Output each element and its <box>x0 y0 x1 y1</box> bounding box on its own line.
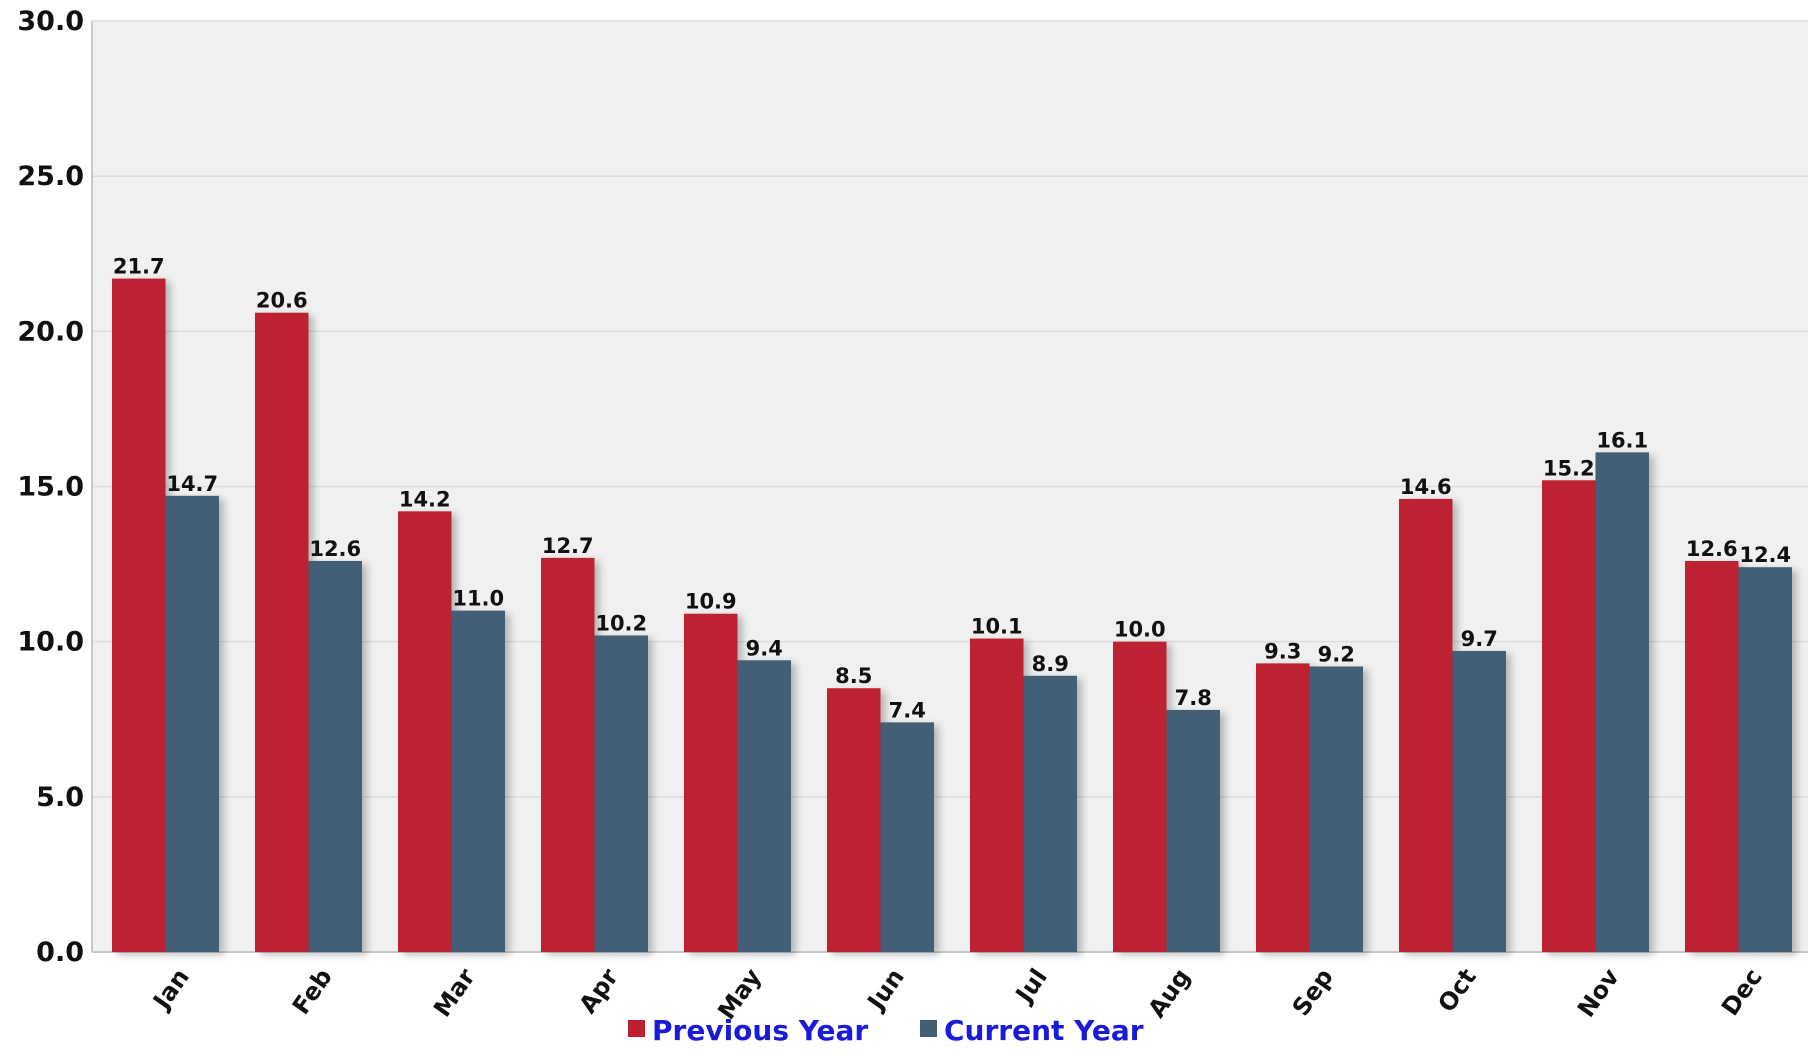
bar-current-year-mar <box>451 610 505 952</box>
data-label: 9.2 <box>1318 642 1355 666</box>
data-label: 14.2 <box>399 487 451 511</box>
data-label: 11.0 <box>452 587 504 611</box>
bar-previous-year-dec <box>1685 560 1739 952</box>
y-tick-label: 25.0 <box>17 161 84 192</box>
data-label: 8.9 <box>1032 652 1069 676</box>
data-label: 9.4 <box>746 636 783 660</box>
bar-previous-year-sep <box>1256 663 1310 952</box>
x-tick-label: Sep <box>1287 963 1339 1021</box>
bar-previous-year-jun <box>827 688 881 952</box>
data-label: 12.4 <box>1739 543 1791 567</box>
x-tick-label: Feb <box>287 963 338 1019</box>
legend-label[interactable]: Current Year <box>944 1014 1144 1047</box>
bar-current-year-may <box>737 660 791 952</box>
bar-current-year-oct <box>1452 650 1506 952</box>
x-tick-label: Apr <box>574 963 624 1018</box>
data-label: 9.7 <box>1461 627 1498 651</box>
bar-current-year-nov <box>1595 452 1649 952</box>
x-tick-label: Jun <box>861 963 910 1016</box>
bar-previous-year-feb <box>255 312 309 952</box>
bar-current-year-aug <box>1166 709 1220 952</box>
bar-current-year-jun <box>880 722 934 952</box>
data-label: 15.2 <box>1543 456 1595 480</box>
x-tick-label: Jan <box>147 963 195 1015</box>
data-label: 7.8 <box>1175 686 1212 710</box>
bar-previous-year-mar <box>398 511 452 952</box>
x-tick-label: Aug <box>1143 963 1196 1022</box>
data-label: 7.4 <box>889 698 926 722</box>
legend-label[interactable]: Previous Year <box>652 1014 868 1047</box>
y-tick-label: 30.0 <box>17 6 84 37</box>
bars <box>112 278 1792 952</box>
y-tick-label: 5.0 <box>36 782 84 813</box>
bar-previous-year-jul <box>970 638 1024 952</box>
x-tick-label: Nov <box>1572 963 1625 1022</box>
data-label: 14.6 <box>1400 475 1452 499</box>
data-label: 8.5 <box>835 664 872 688</box>
bar-current-year-dec <box>1738 567 1792 952</box>
bar-previous-year-jan <box>112 278 166 952</box>
legend: Previous Year Current Year <box>628 1014 1144 1047</box>
y-tick-label: 15.0 <box>17 472 84 503</box>
x-tick-label: Dec <box>1716 963 1768 1020</box>
data-label: 21.7 <box>113 255 165 279</box>
y-tick-label: 10.0 <box>17 627 84 658</box>
data-labels: 21.7 14.7 20.6 12.6 14.2 11.0 12.7 10.2 10.9 9.4 8… <box>113 255 1791 723</box>
x-tick-label: Mar <box>428 963 481 1022</box>
data-label: 10.0 <box>1114 618 1166 642</box>
data-label: 12.7 <box>542 534 594 558</box>
data-label: 14.7 <box>166 472 218 496</box>
bar-current-year-sep <box>1309 666 1363 952</box>
axes <box>91 21 1808 953</box>
bar-previous-year-apr <box>541 557 595 952</box>
x-tick-label: Jul <box>1009 963 1053 1009</box>
y-axis-ticks: 0.0 5.0 10.0 15.0 20.0 25.0 30.0 <box>17 6 84 968</box>
data-label: 12.6 <box>1686 537 1738 561</box>
bar-current-year-jan <box>165 495 219 952</box>
legend-swatch <box>920 1020 937 1037</box>
data-label: 12.6 <box>309 537 361 561</box>
bar-previous-year-nov <box>1542 480 1596 952</box>
data-label: 20.6 <box>256 289 308 313</box>
bar-current-year-feb <box>308 560 362 952</box>
gridlines <box>92 20 1808 798</box>
data-label: 16.1 <box>1596 428 1648 452</box>
bar-previous-year-aug <box>1113 641 1167 952</box>
bar-previous-year-oct <box>1399 498 1453 952</box>
data-label: 9.3 <box>1264 639 1301 663</box>
y-tick-label: 0.0 <box>36 937 84 968</box>
x-tick-label: Oct <box>1432 963 1481 1017</box>
data-label: 10.1 <box>971 615 1023 639</box>
bar-current-year-apr <box>594 635 648 952</box>
data-label: 10.2 <box>595 611 647 635</box>
y-tick-label: 20.0 <box>17 316 84 347</box>
bar-previous-year-may <box>684 613 738 952</box>
legend-swatch <box>628 1020 645 1037</box>
data-label: 10.9 <box>685 590 737 614</box>
bar-current-year-jul <box>1023 675 1077 952</box>
